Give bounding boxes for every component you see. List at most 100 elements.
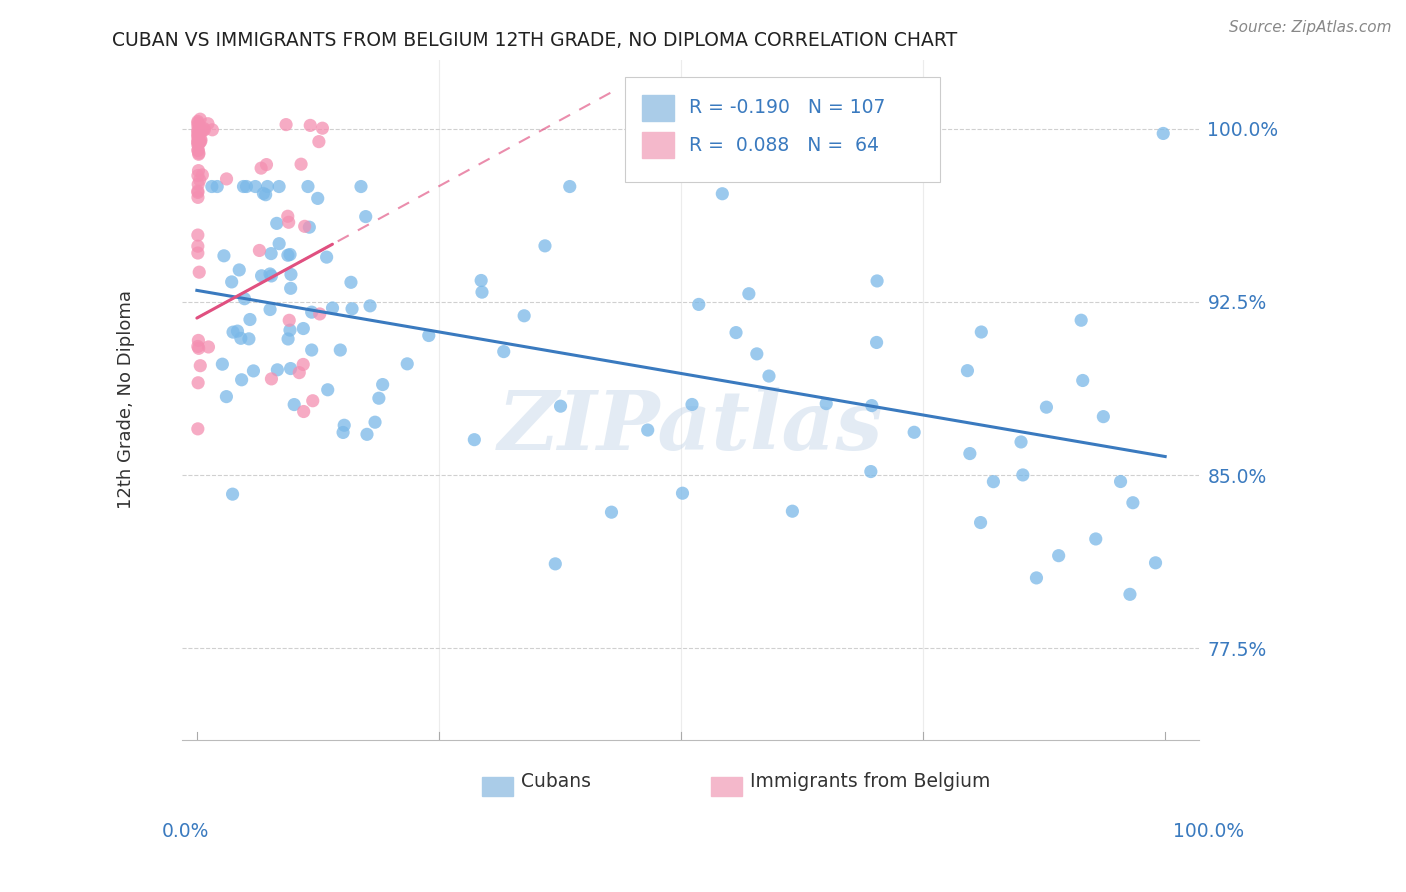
Point bbox=[187, 422, 209, 436]
Point bbox=[197, 340, 219, 354]
Point bbox=[1070, 313, 1092, 327]
Point bbox=[187, 339, 209, 353]
Point bbox=[558, 179, 581, 194]
Point bbox=[724, 326, 747, 340]
Point bbox=[333, 418, 356, 433]
Point bbox=[956, 364, 979, 378]
Point bbox=[187, 132, 209, 146]
Point bbox=[758, 369, 780, 384]
Point bbox=[671, 486, 693, 500]
Point bbox=[280, 268, 302, 282]
Point bbox=[277, 215, 299, 229]
Point bbox=[247, 244, 270, 258]
Point bbox=[256, 158, 278, 172]
Point bbox=[299, 119, 322, 133]
Point bbox=[269, 236, 291, 251]
Point bbox=[1152, 127, 1174, 141]
Point bbox=[340, 275, 363, 289]
Point bbox=[187, 169, 209, 183]
Point bbox=[294, 219, 316, 234]
Point bbox=[187, 228, 209, 243]
Point bbox=[970, 325, 993, 339]
Point bbox=[396, 357, 419, 371]
Point bbox=[534, 239, 557, 253]
Point bbox=[188, 136, 211, 150]
Point bbox=[187, 184, 209, 198]
Point bbox=[513, 309, 536, 323]
Point bbox=[1010, 434, 1032, 449]
Point bbox=[266, 363, 288, 377]
Point bbox=[187, 163, 209, 178]
Point bbox=[193, 121, 215, 136]
Point bbox=[242, 364, 264, 378]
Point bbox=[463, 433, 485, 447]
Point bbox=[350, 179, 373, 194]
Point bbox=[278, 323, 301, 337]
Point bbox=[550, 399, 572, 413]
Point bbox=[266, 216, 288, 230]
Point bbox=[250, 161, 273, 175]
Point bbox=[354, 210, 377, 224]
Point bbox=[298, 220, 321, 235]
Point bbox=[260, 372, 283, 386]
Point bbox=[187, 186, 209, 200]
Point bbox=[187, 136, 209, 150]
Point bbox=[1109, 475, 1132, 489]
Point bbox=[212, 249, 235, 263]
Point bbox=[316, 383, 339, 397]
Point bbox=[280, 281, 302, 295]
Point bbox=[371, 377, 394, 392]
Point bbox=[1119, 587, 1142, 601]
Point bbox=[544, 557, 567, 571]
Point bbox=[311, 121, 333, 136]
Point bbox=[187, 376, 209, 390]
Point bbox=[222, 325, 245, 339]
Point bbox=[190, 132, 212, 146]
Point bbox=[215, 390, 238, 404]
Point bbox=[191, 168, 214, 182]
Point bbox=[860, 399, 883, 413]
Point bbox=[492, 344, 515, 359]
FancyBboxPatch shape bbox=[643, 95, 675, 121]
Point bbox=[259, 302, 281, 317]
Point bbox=[187, 143, 209, 157]
Point bbox=[221, 487, 243, 501]
Point bbox=[329, 343, 352, 357]
Point bbox=[231, 373, 253, 387]
Point bbox=[711, 186, 734, 201]
Point bbox=[637, 423, 659, 437]
Point bbox=[865, 335, 887, 350]
Point bbox=[221, 275, 243, 289]
Point bbox=[188, 125, 211, 139]
Point bbox=[187, 123, 209, 137]
Point bbox=[233, 292, 256, 306]
Point bbox=[959, 446, 981, 460]
Point bbox=[364, 415, 387, 429]
Point bbox=[815, 396, 838, 410]
Point bbox=[187, 114, 209, 128]
Point bbox=[340, 301, 363, 316]
Point bbox=[187, 128, 209, 142]
Point bbox=[188, 173, 211, 187]
Point bbox=[187, 239, 209, 253]
Point bbox=[1144, 556, 1167, 570]
Point bbox=[267, 179, 290, 194]
Point bbox=[1035, 400, 1057, 414]
Point bbox=[367, 391, 389, 405]
Point bbox=[187, 246, 209, 260]
Point bbox=[188, 265, 211, 279]
Point bbox=[215, 172, 238, 186]
Point bbox=[187, 334, 209, 348]
Point bbox=[745, 347, 768, 361]
Point bbox=[260, 246, 283, 260]
Point bbox=[866, 274, 889, 288]
Point bbox=[307, 191, 329, 205]
Text: 100.0%: 100.0% bbox=[1173, 822, 1244, 840]
Point bbox=[315, 250, 337, 264]
Point bbox=[308, 135, 330, 149]
Point bbox=[1084, 532, 1107, 546]
Point bbox=[301, 393, 323, 408]
Point bbox=[301, 305, 323, 319]
Point bbox=[187, 129, 209, 144]
Point bbox=[211, 357, 233, 371]
